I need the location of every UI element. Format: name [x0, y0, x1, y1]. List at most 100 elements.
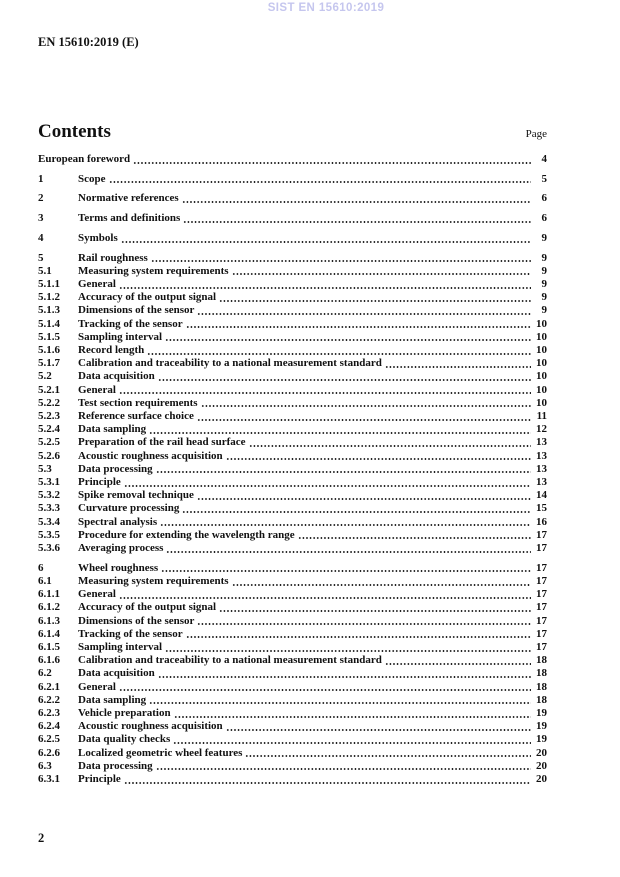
toc-entry-number: 5.1.4 — [38, 317, 60, 330]
toc-entry-page: 13 — [536, 475, 547, 488]
toc-entry-number: 3 — [38, 212, 44, 225]
toc-entry-number: 6.1.3 — [38, 614, 60, 627]
toc-entry: 5.3 Data processing 13 — [38, 462, 547, 476]
toc-entry-title: Measuring system requirements — [78, 264, 229, 277]
toc-entry: 5.3.4 Spectral analysis 16 — [38, 515, 547, 529]
contents-title: Contents — [38, 121, 111, 142]
toc-entry-number: 5.1 — [38, 264, 52, 277]
toc-entry: 5.2.1 General 10 — [38, 383, 547, 397]
toc-dot-leader — [165, 330, 531, 344]
toc-dot-leader — [157, 370, 531, 384]
toc-entry-title: Symbols — [78, 231, 118, 244]
toc-entry: 1 Scope 5 — [38, 172, 547, 186]
toc-dot-leader — [161, 561, 531, 575]
toc-entry: 4 Symbols 9 — [38, 231, 548, 246]
watermark-text: SIST EN 15610:2019 — [267, 2, 385, 14]
toc-entry-number: 6.2.6 — [38, 746, 60, 759]
toc-dot-leader — [248, 436, 531, 450]
toc-entry-title: General — [78, 680, 116, 693]
toc-entry-number: 5.3.6 — [38, 541, 60, 554]
toc-dot-leader — [384, 654, 531, 668]
toc-entry-page: 10 — [536, 317, 547, 330]
toc-entry-number: 6.1.5 — [38, 640, 60, 653]
toc-entry-number: 6.2 — [38, 667, 52, 680]
toc-dot-leader — [231, 574, 531, 589]
toc-entry: 6.1.3 Dimensions of the sensor 17 — [38, 614, 547, 628]
toc-entry-page: 9 — [541, 231, 548, 244]
toc-entry: 5.3.2 Spike removal technique 14 — [38, 489, 547, 503]
toc-entry-number: 6 — [38, 561, 44, 574]
toc-dot-leader — [200, 396, 531, 410]
toc-entry-page: 17 — [536, 528, 547, 541]
toc-entry-number: 6.3 — [38, 759, 52, 772]
toc-dot-leader — [173, 706, 531, 721]
toc-entry-title: Data acquisition — [78, 667, 155, 680]
toc-entry-title: General — [78, 383, 116, 396]
toc-entry-title: Spike removal technique — [78, 489, 194, 502]
toc-dot-leader — [225, 720, 531, 734]
toc-dot-leader — [219, 601, 531, 615]
toc-dot-leader — [181, 192, 531, 206]
toc-entry-title: Record length — [78, 343, 145, 356]
toc-entry: 5.1.4 Tracking of the sensor 10 — [38, 317, 547, 331]
toc-dot-leader — [165, 640, 531, 655]
toc-entry-number: 6.2.1 — [38, 680, 60, 693]
toc-entry-title: Curvature processing — [78, 502, 180, 515]
footer-page-number: 2 — [38, 831, 45, 845]
toc-entry-number: 5.1.3 — [38, 304, 60, 317]
toc-entry-title: Data sampling — [78, 693, 147, 706]
toc-entry-page: 17 — [536, 640, 547, 653]
toc-entry-page: 10 — [536, 370, 547, 383]
toc-entry-title: Data processing — [78, 759, 153, 772]
toc-entry-page: 17 — [536, 614, 547, 627]
toc-entry-title: Calibration and traceability to a nation… — [78, 357, 382, 370]
document-reference: EN 15610:2019 (E) — [38, 35, 139, 49]
toc-entry-number: 5.2 — [38, 370, 52, 383]
toc-entry-title: Principle — [78, 475, 121, 488]
toc-entry-page: 12 — [536, 423, 547, 436]
toc-entry: 5.2.2 Test section requirements 10 — [38, 396, 547, 410]
toc-dot-leader — [197, 614, 531, 628]
toc-entry: 6.2 Data acquisition 18 — [38, 667, 547, 681]
toc-entry: 6.1.4 Tracking of the sensor 17 — [38, 627, 547, 641]
toc-entry-number: 6.1 — [38, 574, 52, 587]
toc-entry-page: 11 — [536, 409, 547, 422]
toc-entry-page: 17 — [536, 627, 547, 640]
toc-dot-leader — [133, 153, 531, 167]
toc-entry-number: 5.3.3 — [38, 502, 60, 515]
toc-entry-title: Vehicle preparation — [78, 706, 171, 719]
toc-dot-leader — [183, 212, 531, 226]
toc-entry-page: 10 — [536, 383, 547, 396]
toc-entry-page: 13 — [536, 462, 547, 475]
toc-dot-leader — [160, 515, 531, 529]
toc-entry-number: 5.1.1 — [38, 277, 60, 290]
toc-entry-number: 5.2.4 — [38, 423, 60, 436]
toc-entry-page: 10 — [536, 396, 547, 409]
toc-entry-number: 4 — [38, 231, 44, 244]
toc-dot-leader — [166, 541, 531, 556]
toc-entry: 5.3.3 Curvature processing 15 — [38, 502, 547, 516]
toc-entry-page: 17 — [536, 561, 547, 574]
toc-dot-leader — [231, 264, 531, 278]
toc-dot-leader — [245, 746, 531, 760]
toc-entry-title: Tracking of the sensor — [78, 627, 183, 640]
toc-entry-title: General — [78, 588, 116, 601]
toc-entry-number: 5.3.4 — [38, 515, 60, 528]
toc-entry: 5.2.5 Preparation of the rail head surfa… — [38, 436, 547, 450]
toc-entry-title: Dimensions of the sensor — [78, 614, 195, 627]
toc-entry: 6.1.6 Calibration and traceability to a … — [38, 654, 547, 668]
toc-entry-number: 6.1.4 — [38, 627, 60, 640]
toc-dot-leader — [150, 251, 531, 265]
toc-entry: 5.1 Measuring system requirements 9 — [38, 264, 547, 278]
toc-dot-leader — [155, 759, 531, 773]
toc-dot-leader — [185, 317, 531, 331]
toc-entry-page: 16 — [536, 515, 547, 528]
toc-dot-leader — [120, 231, 531, 246]
toc-dot-leader — [147, 343, 531, 358]
toc-entry-number: 5.1.6 — [38, 343, 60, 356]
toc-entry: 5.1.3 Dimensions of the sensor 9 — [38, 304, 547, 318]
toc-dot-leader — [118, 680, 531, 694]
toc-entry: 5.1.7 Calibration and traceability to a … — [38, 357, 547, 371]
toc-entry: European foreword 4 — [38, 153, 547, 167]
toc-entry-page: 9 — [541, 291, 548, 304]
